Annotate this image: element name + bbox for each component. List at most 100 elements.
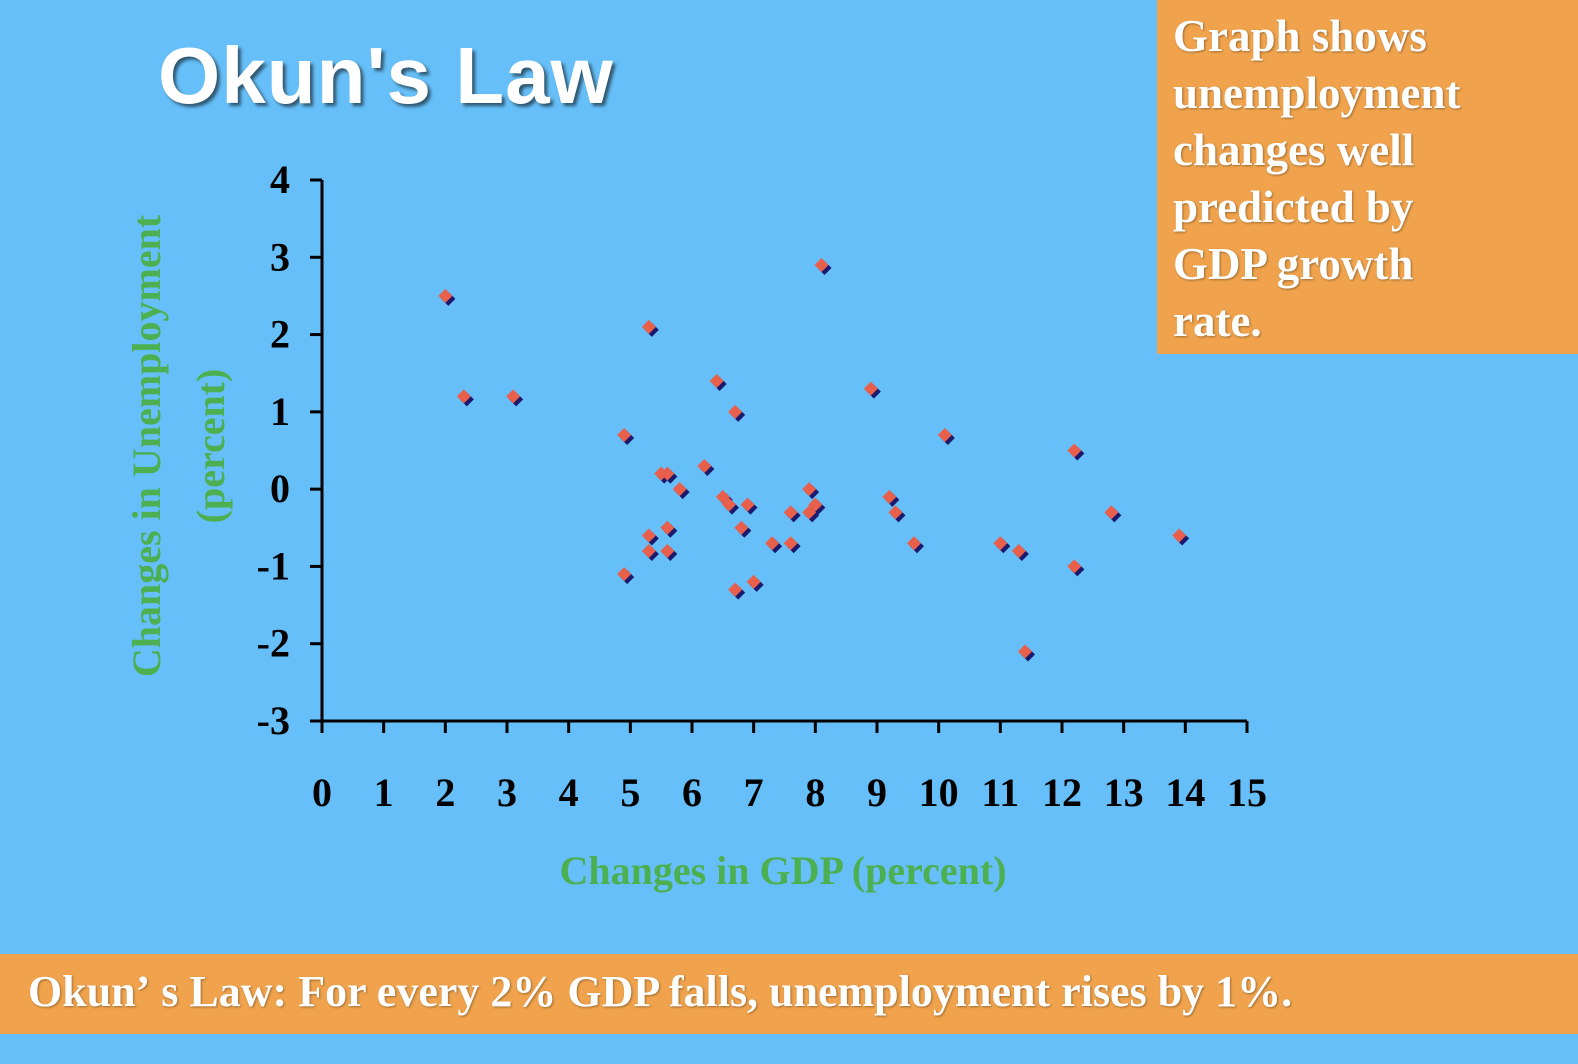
data-point [438, 288, 456, 306]
callout-line: predicted by [1173, 182, 1414, 232]
data-point [802, 482, 820, 500]
data-point-marker [722, 497, 736, 512]
x-tick-label: 1 [374, 770, 394, 815]
x-axis-title: Changes in GDP (percent) [559, 848, 1006, 893]
data-point-marker [641, 543, 656, 558]
data-point [641, 319, 659, 337]
data-point-marker [1067, 559, 1082, 574]
data-point-marker [1067, 443, 1082, 458]
data-point-marker [993, 536, 1008, 551]
data-point [506, 389, 524, 407]
data-point [863, 381, 881, 399]
data-point-marker [506, 389, 521, 404]
data-point-marker [456, 389, 471, 404]
data-point [814, 258, 832, 276]
data-point-marker [660, 543, 675, 558]
callout-line: rate. [1173, 296, 1262, 346]
data-point [888, 505, 906, 523]
y-tick-label: 0 [270, 466, 290, 511]
data-point-marker [882, 489, 897, 504]
data-point-marker [1018, 644, 1032, 659]
data-point [937, 428, 955, 446]
data-point [456, 389, 474, 407]
data-point [660, 466, 678, 484]
x-tick-label: 14 [1165, 770, 1205, 815]
data-point [746, 574, 764, 592]
data-point-marker [863, 381, 878, 396]
data-point-marker [617, 428, 632, 443]
data-point-marker [728, 582, 743, 597]
y-tick-label: -1 [257, 543, 290, 588]
data-point [709, 373, 727, 391]
data-point [660, 543, 678, 561]
data-point-marker [1104, 505, 1119, 520]
data-point-marker [783, 536, 798, 551]
data-point-marker [697, 458, 712, 473]
x-tick-label: 9 [867, 770, 887, 815]
x-tick-label: 10 [919, 770, 959, 815]
data-point [1067, 559, 1085, 577]
y-tick-label: 4 [270, 157, 290, 202]
callout-line: changes well [1173, 125, 1415, 175]
y-tick-label: -3 [257, 698, 290, 743]
data-point-marker [617, 567, 632, 582]
data-point [765, 536, 783, 554]
data-point [993, 536, 1011, 554]
data-point [740, 497, 758, 515]
data-point [734, 520, 752, 538]
data-point [907, 536, 924, 554]
y-axis-title-line2: (percent) [188, 369, 233, 524]
data-point-marker [709, 373, 724, 388]
x-tick-label: 0 [312, 770, 332, 815]
data-point-marker [783, 505, 798, 520]
data-point [641, 528, 659, 546]
data-point-marker [1011, 543, 1026, 558]
data-point [660, 520, 678, 538]
chart-points [438, 258, 1190, 662]
data-point-marker [1172, 528, 1187, 543]
data-point-marker [802, 482, 817, 497]
x-tick-label: 7 [744, 770, 764, 815]
x-tick-label: 6 [682, 770, 702, 815]
data-point-marker [438, 288, 453, 303]
data-point [728, 404, 746, 422]
data-point [1172, 528, 1190, 546]
bottom-banner: Okunʼ s Law: For every 2% GDP falls, une… [0, 954, 1578, 1034]
data-point-marker [660, 466, 675, 481]
data-point-marker [765, 536, 780, 551]
chart-axes [310, 178, 1249, 733]
callout-line: Graph shows [1173, 11, 1427, 61]
data-point-marker [907, 536, 921, 551]
data-point [617, 567, 635, 585]
data-point-marker [734, 520, 749, 535]
data-point [808, 497, 826, 515]
data-point [697, 458, 715, 476]
x-tick-label: 3 [497, 770, 517, 815]
y-tick-label: 1 [270, 389, 290, 434]
data-point [1067, 443, 1085, 461]
callout-line: unemployment [1173, 68, 1461, 118]
x-tick-label: 13 [1104, 770, 1144, 815]
data-point-marker [937, 428, 952, 443]
data-point [783, 505, 801, 523]
page-title: Okun's Law [158, 31, 614, 120]
x-tick-label: 2 [435, 770, 455, 815]
x-tick-label: 12 [1042, 770, 1082, 815]
y-tick-label: 3 [270, 234, 290, 279]
data-point-marker [728, 404, 743, 419]
data-point-marker [672, 482, 687, 497]
x-tick-label: 8 [805, 770, 825, 815]
data-point-marker [641, 528, 656, 543]
x-tick-label: 4 [559, 770, 579, 815]
callout-line: GDP growth [1173, 239, 1414, 289]
data-point [1104, 505, 1122, 523]
data-point [882, 489, 900, 507]
y-axis-title-line1: Changes in Unemployment [124, 214, 169, 677]
data-point-marker [746, 574, 761, 589]
data-point-marker [814, 258, 829, 273]
callout-box: Graph shows unemployment changes well pr… [1157, 0, 1578, 354]
data-point [641, 543, 659, 561]
data-point-marker [808, 497, 823, 512]
data-point [1011, 543, 1029, 561]
